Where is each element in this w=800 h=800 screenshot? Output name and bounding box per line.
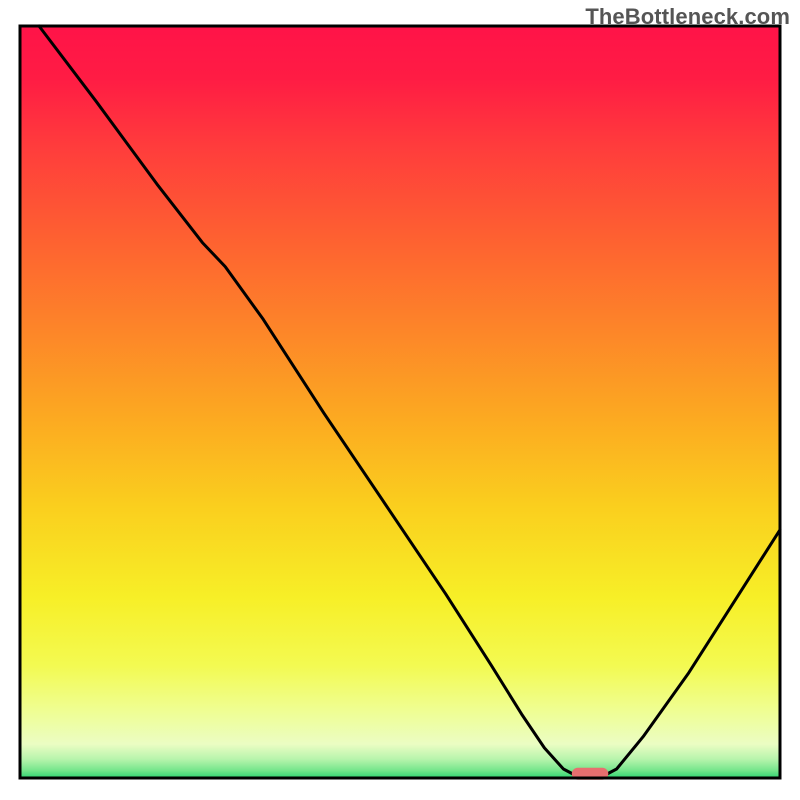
chart-container: TheBottleneck.com (0, 0, 800, 800)
bottleneck-chart (0, 0, 800, 800)
watermark-text: TheBottleneck.com (585, 4, 790, 30)
plot-background (20, 26, 780, 778)
